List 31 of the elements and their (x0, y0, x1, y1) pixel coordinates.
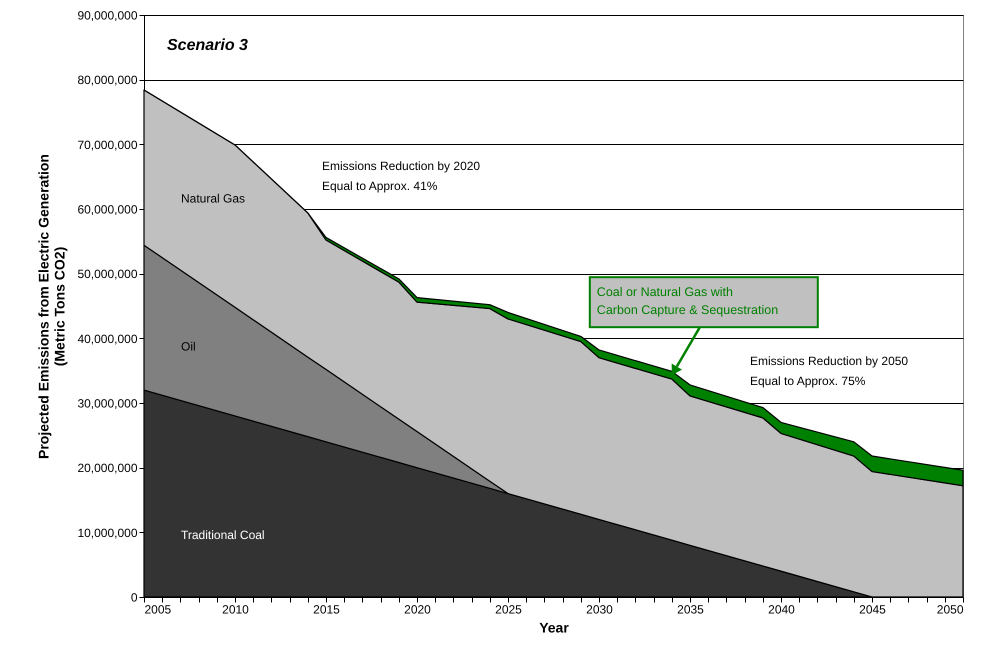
annotation: Equal to Approx. 75% (750, 374, 866, 388)
series-label: Oil (181, 340, 196, 354)
x-tick-label: 2020 (404, 602, 432, 616)
y-tick-label: 0 (130, 590, 138, 604)
y-tick-label: 40,000,000 (77, 332, 138, 346)
annotation: Emissions Reduction by 2020 (322, 159, 480, 173)
y-tick-label: 80,000,000 (77, 73, 138, 88)
x-tick-label: 2045 (859, 602, 886, 616)
x-tick-label: 2040 (768, 602, 796, 616)
annotation: Equal to Approx. 41% (322, 179, 438, 193)
series-label: Natural Gas (181, 192, 246, 206)
y-tick-label: 10,000,000 (77, 526, 138, 540)
x-tick-label: 2010 (222, 602, 250, 616)
x-tick-label: 2015 (313, 602, 340, 616)
y-tick-label: 20,000,000 (77, 461, 138, 476)
y-axis-title: Projected Emissions from Electric Generation (Metric Tons CO2) (35, 154, 68, 459)
x-tick-label: 2050 (936, 602, 964, 616)
x-tick-label: 2030 (586, 602, 614, 616)
y-tick-label: 50,000,000 (77, 267, 138, 282)
y-tick-label: 70,000,000 (77, 138, 138, 152)
x-tick-label: 2025 (495, 602, 522, 616)
series-label: Coal or Natural Gas with Carbon Capture & Sequestration (596, 285, 778, 318)
series-label: Traditional Coal (181, 528, 265, 542)
annotation: Emissions Reduction by 2050 (750, 354, 908, 368)
y-tick-label: 90,000,000 (77, 8, 138, 22)
text: Scenario 3 (167, 37, 248, 54)
x-axis-title: Year (539, 620, 570, 636)
x-tick-label: 2035 (677, 602, 704, 616)
x-tick-label: 2005 (144, 602, 172, 616)
y-tick-label: 30,000,000 (77, 396, 138, 410)
y-tick-label: 60,000,000 (77, 202, 138, 216)
